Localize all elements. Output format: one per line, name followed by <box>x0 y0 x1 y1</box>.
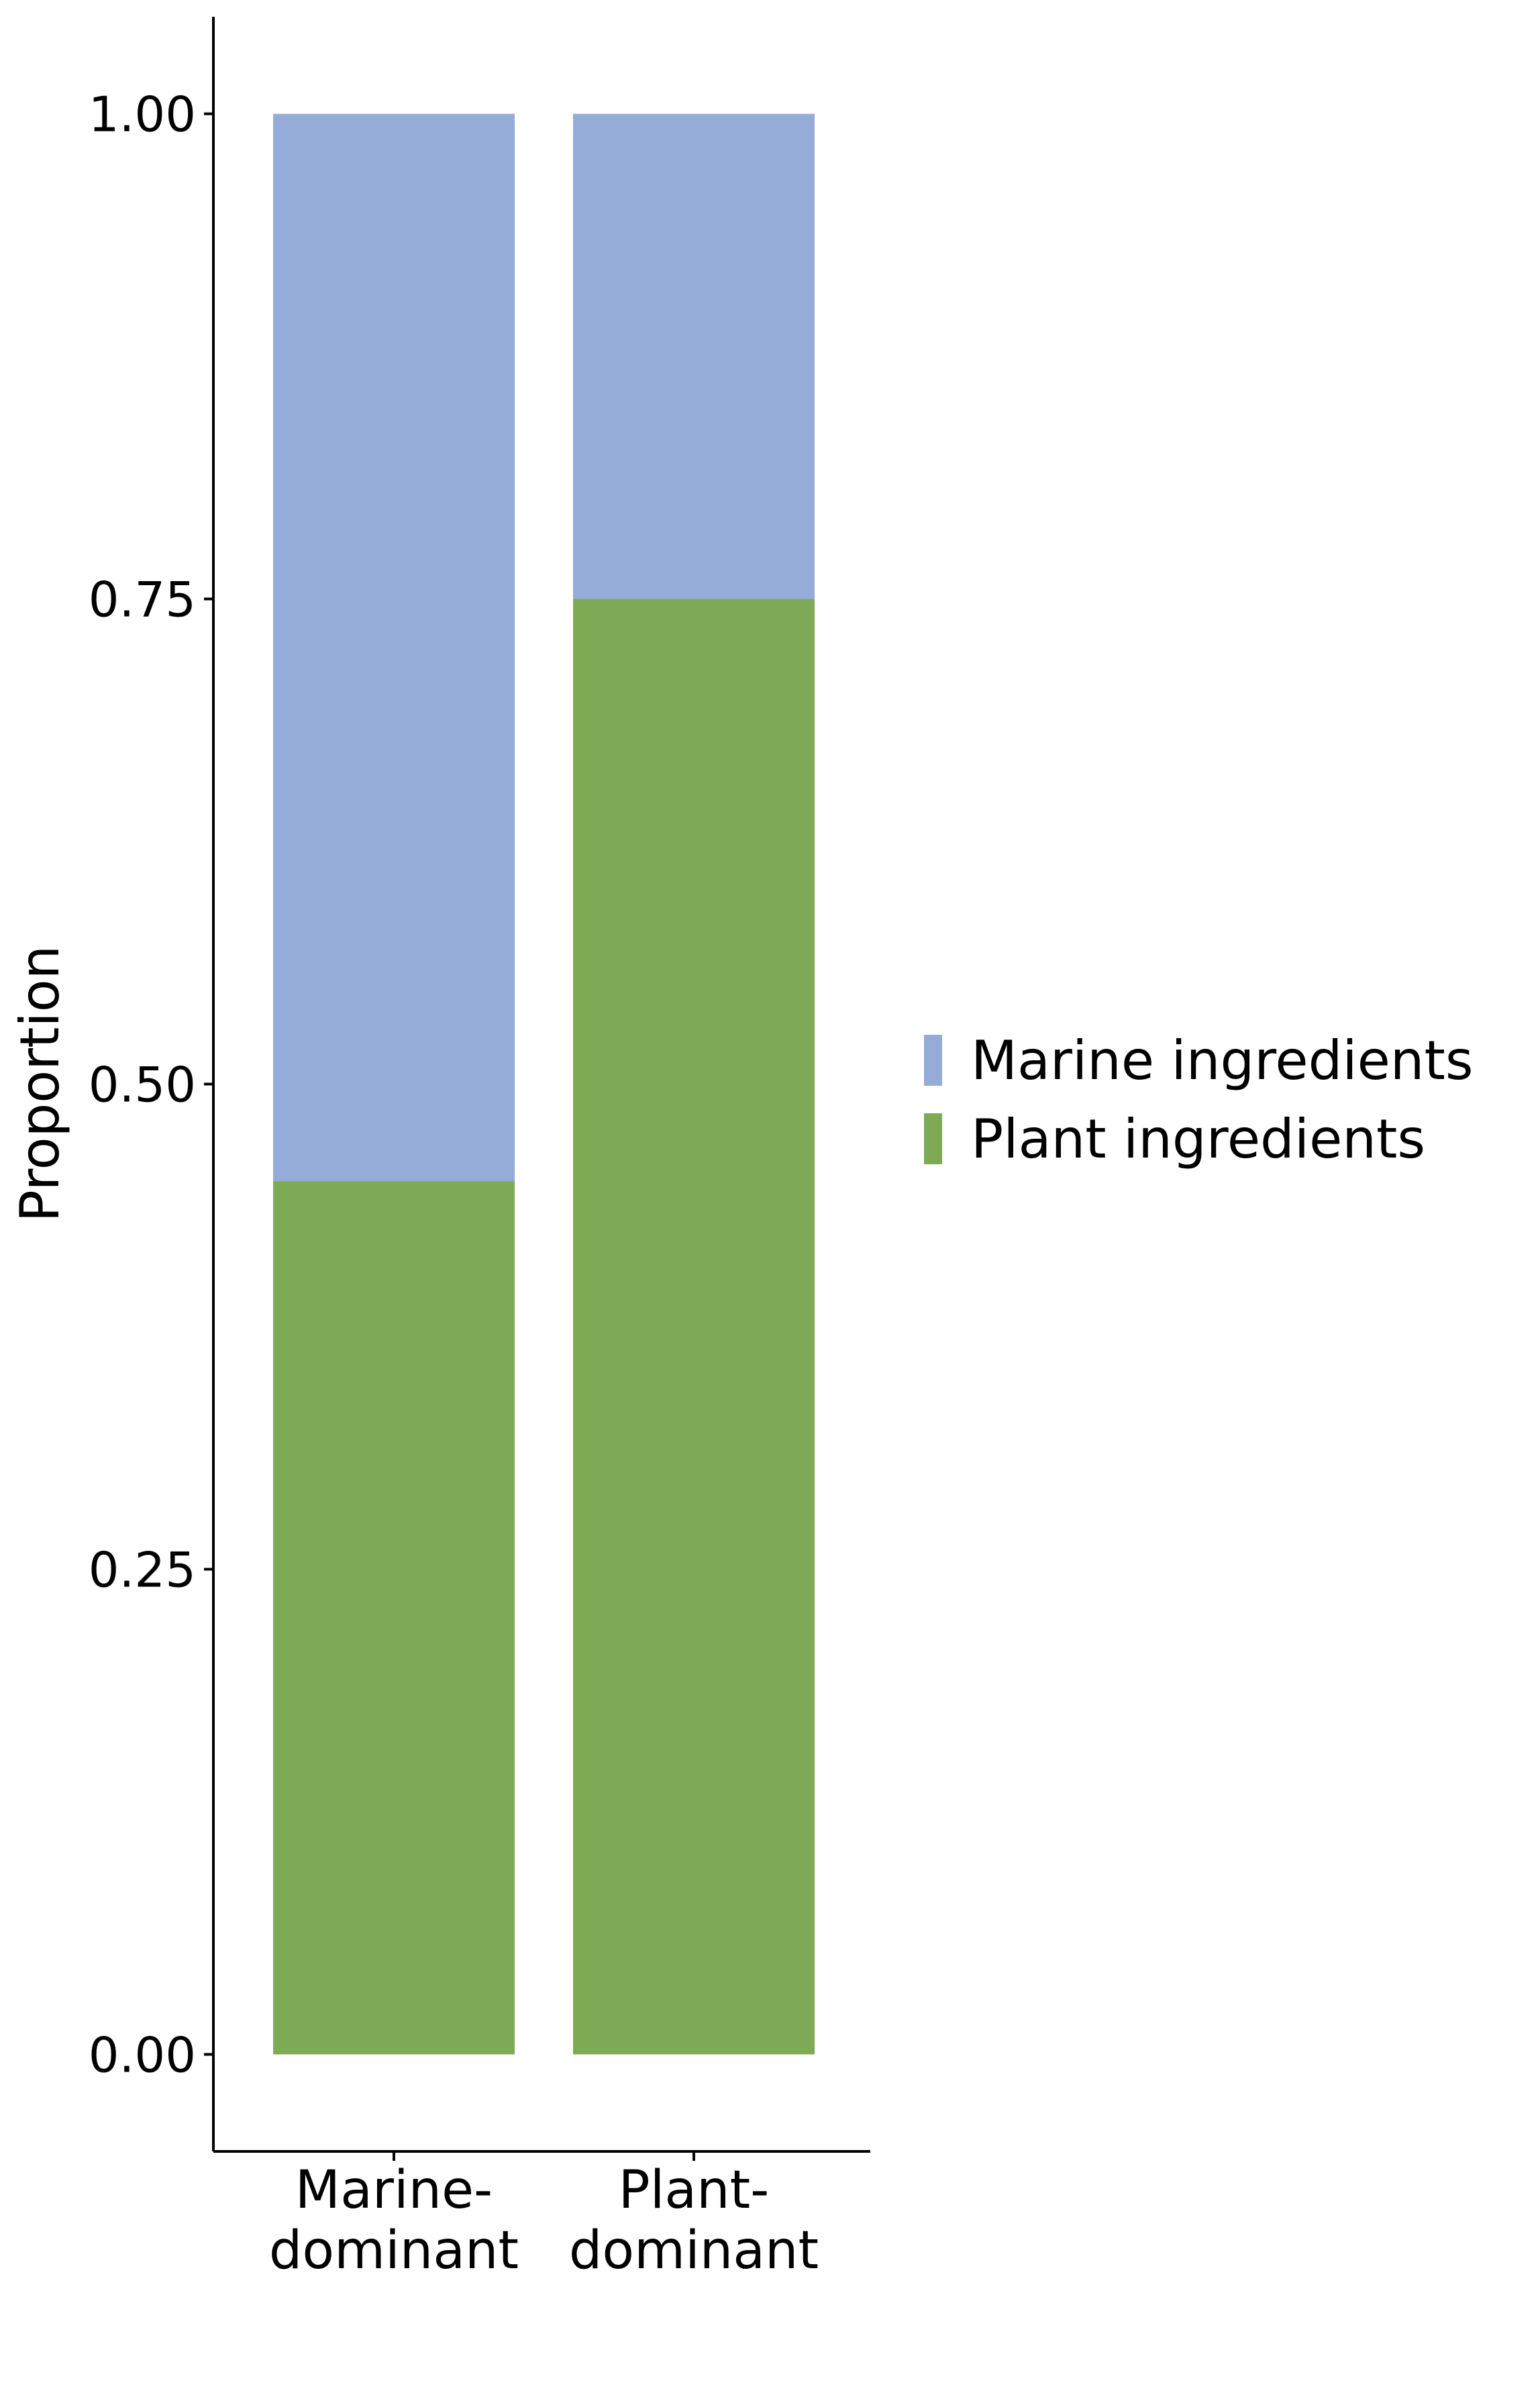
bar-marine-ingredients-1 <box>273 113 515 1182</box>
legend-label-plant-ingredients: Plant ingredients <box>971 1108 1425 1170</box>
y-tick-label: 1.00 <box>89 87 196 143</box>
bars-layer <box>273 113 815 2055</box>
y-tick-label: 0.50 <box>89 1057 196 1113</box>
y-tick-label: 0.25 <box>89 1541 196 1598</box>
legend-swatch-plant-ingredients <box>924 1113 942 1164</box>
x-tick-label: Plant-dominant <box>569 2160 819 2281</box>
legend: Marine ingredients Plant ingredients <box>924 1029 1474 1170</box>
y-axis-title: Proportion <box>9 946 71 1223</box>
bar-plant-ingredients-2 <box>573 599 815 2055</box>
legend-label-marine-ingredients: Marine ingredients <box>971 1029 1474 1092</box>
labels-layer: 0.00 0.25 0.50 0.75 1.00 Marine-dominant Plant… <box>9 87 819 2281</box>
y-tick-label: 0.75 <box>89 572 196 628</box>
legend-swatch-marine-ingredients <box>924 1035 942 1086</box>
y-tick-label: 0.00 <box>89 2027 196 2083</box>
x-tick-label: Marine-dominant <box>269 2160 519 2281</box>
bar-plant-ingredients-1 <box>273 1181 515 2055</box>
bar-marine-ingredients-2 <box>573 113 815 599</box>
axes-layer <box>204 17 870 2161</box>
